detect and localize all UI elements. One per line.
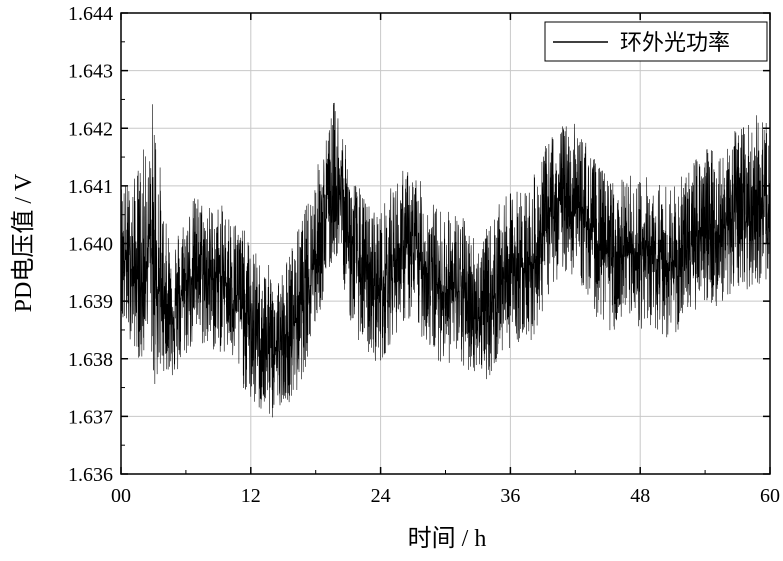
y-tick-label: 1.637 [68, 406, 113, 428]
y-tick-label: 1.642 [68, 118, 113, 140]
y-tick-label: 1.636 [68, 464, 113, 486]
x-tick-label: 48 [630, 485, 650, 507]
x-axis-title: 时间 / h [408, 525, 487, 552]
y-tick-label: 1.643 [68, 61, 113, 83]
series-layer [120, 102, 771, 418]
legend-label: 环外光功率 [620, 30, 730, 55]
legend: 环外光功率 [544, 21, 768, 62]
y-tick-label: 1.638 [68, 349, 113, 371]
y-tick-label: 1.644 [68, 3, 113, 25]
x-tick-label: 36 [500, 485, 520, 507]
y-tick-label: 1.640 [68, 234, 113, 256]
y-tick-label: 1.641 [68, 176, 113, 198]
x-tick-label: 12 [241, 485, 261, 507]
series-line-0 [120, 102, 771, 418]
ticks: 00 12 24 36 48 60 1.636 1.637 1.638 1.639 1.640 1.6… [68, 3, 780, 507]
x-tick-label: 60 [760, 485, 780, 507]
y-tick-label: 1.639 [68, 291, 113, 313]
x-tick-label: 24 [371, 485, 391, 507]
x-tick-label: 00 [111, 485, 131, 507]
y-axis-title: PD电压值 / V [10, 173, 37, 312]
